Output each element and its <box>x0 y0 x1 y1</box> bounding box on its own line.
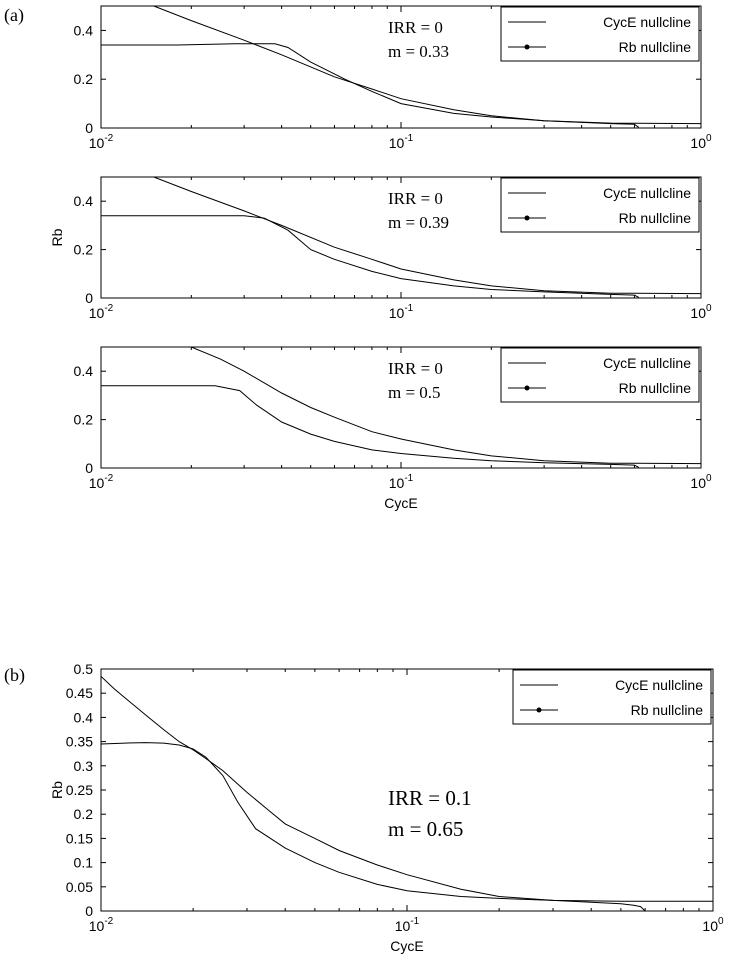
series-line-rb-nullcline <box>152 177 701 295</box>
y-axis-label: Rb <box>49 228 65 246</box>
x-tick-label: 10-2 <box>89 473 114 491</box>
series-line-rb-nullcline <box>189 347 701 465</box>
series-line-cyce-nullcline <box>101 742 646 911</box>
legend-box <box>500 347 700 403</box>
chart-annotation: IRR = 0 <box>388 189 443 208</box>
x-tick-label: 10-1 <box>389 303 414 321</box>
y-axis-label: Rb <box>49 781 65 799</box>
chart-b: 0 0.05 0.1 0.15 0.2 0.25 0.3 0.35 0.4 0.45 0.5 10-2… <box>49 661 724 954</box>
legend-label: Rb nullcline <box>619 39 692 55</box>
y-tick-label: 0.2 <box>74 806 94 822</box>
y-tick-label: 0.4 <box>74 193 94 209</box>
x-tick-label: 10-1 <box>389 473 414 491</box>
y-tick-label: 0.35 <box>66 734 93 750</box>
chart-annotation: m = 0.5 <box>388 383 441 402</box>
y-tick-label: 0.25 <box>66 782 93 798</box>
series-line-rb-nullcline <box>152 6 701 125</box>
x-tick-label: 100 <box>702 916 724 934</box>
panel-label-a: (a) <box>4 5 24 26</box>
legend-label: CycE nullcline <box>603 355 691 371</box>
legend-marker <box>536 707 542 713</box>
chart-annotation: m = 0.39 <box>388 213 449 232</box>
x-tick-label: 10-2 <box>89 916 114 934</box>
chart-annotation: m = 0.65 <box>388 817 463 841</box>
series-line-cyce-nullcline <box>101 215 639 298</box>
y-tick-label: 0.4 <box>74 709 94 725</box>
x-axis-label: CycE <box>390 938 423 954</box>
legend-label: CycE nullcline <box>603 14 691 30</box>
x-tick-label: 100 <box>690 133 712 151</box>
chart-a-bottom: 0 0.2 0.4 10-2 10-1 100 CycE IRR = 0 m = 0.5 CycE… <box>74 346 712 511</box>
chart-annotation: IRR = 0 <box>388 359 443 378</box>
chart-annotation: m = 0.33 <box>388 42 449 61</box>
legend-marker <box>524 215 530 221</box>
y-tick-label: 0.4 <box>74 22 94 38</box>
legend-marker <box>524 44 530 50</box>
x-axis-label: CycE <box>384 495 417 511</box>
y-tick-label: 0 <box>85 903 93 919</box>
chart-annotation: IRR = 0 <box>388 18 443 37</box>
y-tick-label: 0.15 <box>66 830 93 846</box>
y-tick-label: 0 <box>85 460 93 476</box>
chart-a-top: 0 0.2 0.4 10-2 10-1 100 IRR = 0 m = 0.33 CycE nu… <box>74 5 712 151</box>
y-tick-label: 0 <box>85 290 93 306</box>
x-tick-label: 10-2 <box>89 303 114 321</box>
legend-label: Rb nullcline <box>619 380 692 396</box>
y-tick-label: 0.2 <box>74 71 94 87</box>
series-line-cyce-nullcline <box>101 385 639 468</box>
x-tick-label: 10-1 <box>389 133 414 151</box>
panel-label-b: (b) <box>4 665 25 686</box>
chart-a-middle: 0 0.2 0.4 10-2 10-1 100 Rb IRR = 0 m = 0.39 CycE … <box>49 176 712 321</box>
y-tick-label: 0.2 <box>74 242 94 258</box>
chart-annotation: IRR = 0.1 <box>388 786 472 810</box>
legend-box <box>500 177 700 233</box>
legend-box <box>512 669 712 725</box>
x-tick-label: 100 <box>690 473 712 491</box>
y-tick-label: 0.4 <box>74 363 94 379</box>
y-tick-label: 0.5 <box>74 661 94 677</box>
legend-label: Rb nullcline <box>619 210 692 226</box>
y-tick-label: 0 <box>85 120 93 136</box>
x-tick-label: 10-1 <box>395 916 420 934</box>
legend-marker <box>524 385 530 391</box>
y-tick-label: 0.2 <box>74 412 94 428</box>
series-line-rb-nullcline <box>101 675 713 902</box>
legend-label: CycE nullcline <box>603 185 691 201</box>
legend-box <box>500 6 700 62</box>
y-tick-label: 0.05 <box>66 879 93 895</box>
x-tick-label: 100 <box>690 303 712 321</box>
legend-label: Rb nullcline <box>631 702 704 718</box>
legend-label: CycE nullcline <box>615 677 703 693</box>
y-tick-label: 0.45 <box>66 685 93 701</box>
x-tick-label: 10-2 <box>89 133 114 151</box>
y-tick-label: 0.1 <box>74 855 94 871</box>
y-tick-label: 0.3 <box>74 758 94 774</box>
